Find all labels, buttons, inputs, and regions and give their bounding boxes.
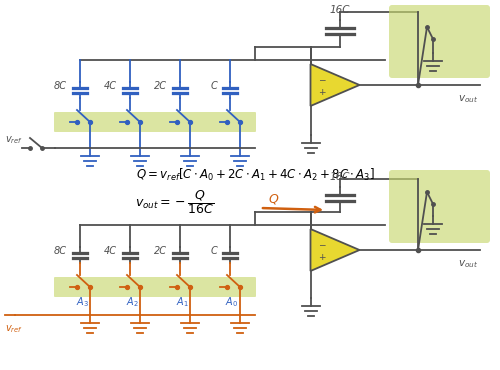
Text: $v_{out}$: $v_{out}$ <box>458 93 478 105</box>
Text: $v_{out} = -\dfrac{Q}{16C}$: $v_{out} = -\dfrac{Q}{16C}$ <box>136 188 214 216</box>
Text: $-$: $-$ <box>318 74 327 83</box>
Text: $-$: $-$ <box>318 239 327 248</box>
Text: 8C: 8C <box>54 81 67 91</box>
Text: $A_0$: $A_0$ <box>226 295 238 309</box>
FancyBboxPatch shape <box>389 5 490 78</box>
Polygon shape <box>310 229 360 271</box>
FancyBboxPatch shape <box>54 112 256 132</box>
Text: C: C <box>210 81 217 91</box>
FancyBboxPatch shape <box>389 170 490 243</box>
Text: C: C <box>210 246 217 256</box>
Text: $A_1$: $A_1$ <box>176 295 188 309</box>
Text: $+$: $+$ <box>318 87 327 97</box>
Text: 2C: 2C <box>154 81 167 91</box>
Text: $Q$: $Q$ <box>268 192 280 206</box>
Text: $v_{ref}$: $v_{ref}$ <box>5 323 23 335</box>
Text: $+$: $+$ <box>318 252 327 262</box>
Text: 4C: 4C <box>104 81 117 91</box>
Text: $A_3$: $A_3$ <box>76 295 88 309</box>
Text: 16C: 16C <box>330 172 350 182</box>
Text: 16C: 16C <box>330 5 350 15</box>
Text: 8C: 8C <box>54 246 67 256</box>
Text: $A_2$: $A_2$ <box>126 295 138 309</box>
Text: $v_{ref}$: $v_{ref}$ <box>5 134 23 146</box>
Text: 4C: 4C <box>104 246 117 256</box>
Polygon shape <box>310 64 360 106</box>
Text: $v_{out}$: $v_{out}$ <box>458 258 478 270</box>
Text: $Q = v_{ref}\left[C\cdot A_0 + 2C\cdot A_1 + 4C\cdot A_2 + 8C\cdot A_3\right]$: $Q = v_{ref}\left[C\cdot A_0 + 2C\cdot A… <box>136 167 374 183</box>
FancyBboxPatch shape <box>54 277 256 297</box>
Text: 2C: 2C <box>154 246 167 256</box>
